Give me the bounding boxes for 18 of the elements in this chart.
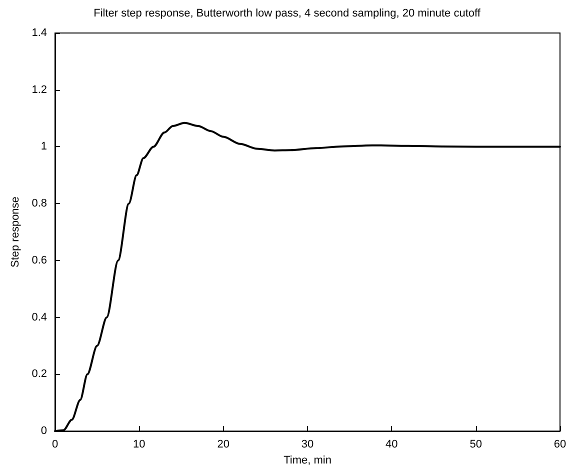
x-tick-label: 40 (386, 438, 398, 451)
y-tick-label: 1 (40, 140, 47, 153)
y-tick-label: 1.4 (32, 27, 47, 39)
x-tick-label: 0 (52, 438, 58, 451)
chart-title: Filter step response, Butterworth low pass, 4 second sampling, 20 minute cutoff (94, 8, 482, 20)
y-tick-label: 0 (40, 425, 47, 438)
x-tick-label: 30 (301, 438, 314, 451)
x-tick-label: 60 (554, 438, 566, 451)
y-tick-label: 0.8 (32, 198, 47, 210)
y-tick-label: 0.6 (32, 254, 47, 266)
y-tick-label: 0.4 (32, 311, 47, 324)
y-axis-title: Step response (9, 196, 22, 268)
x-tick-label: 50 (470, 438, 482, 451)
y-tick-label: 1.2 (32, 84, 47, 96)
x-tick-label: 20 (217, 438, 230, 451)
y-tick-label: 0.2 (32, 368, 47, 380)
x-tick-label: 10 (133, 438, 146, 451)
x-axis-title: Time, min (284, 454, 332, 466)
